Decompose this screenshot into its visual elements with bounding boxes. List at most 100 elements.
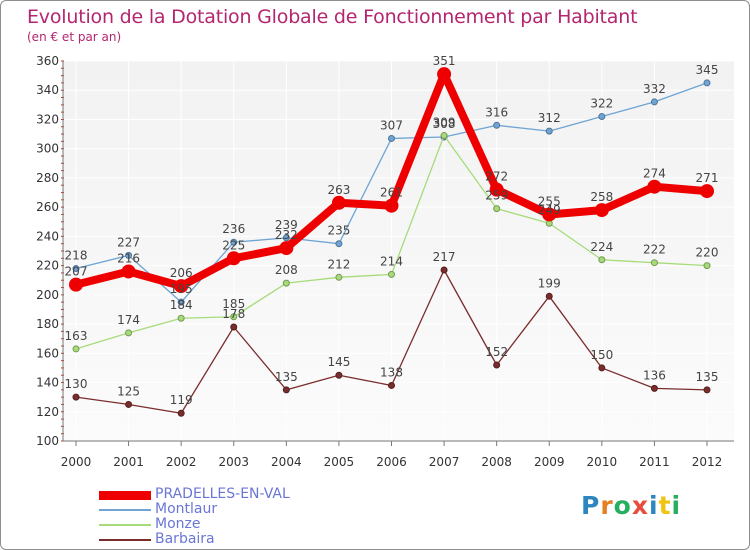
- data-point-barbaira: [493, 361, 501, 369]
- logo-letter: P: [581, 491, 601, 520]
- data-point-barbaira: [335, 371, 343, 379]
- data-point-montlaur: [177, 298, 185, 306]
- data-label-monze: 185: [222, 297, 245, 311]
- data-point-monze: [650, 259, 658, 267]
- data-label-montlaur: 218: [65, 249, 88, 263]
- data-point-monze: [125, 329, 133, 337]
- x-tick-label: 2006: [376, 455, 407, 469]
- data-point-barbaira: [388, 381, 395, 389]
- data-point-pradelles-en-val: [542, 207, 557, 222]
- data-point-montlaur: [335, 240, 343, 248]
- legend-label: Barbaira: [155, 531, 215, 547]
- y-tick-label: 280: [36, 171, 59, 185]
- data-point-pradelles-en-val: [279, 241, 294, 256]
- data-label-pradelles-en-val: 206: [170, 266, 193, 280]
- data-label-montlaur: 227: [117, 235, 140, 249]
- data-label-barbaira: 125: [117, 384, 140, 398]
- data-point-montlaur: [598, 113, 606, 121]
- data-label-monze: 184: [170, 298, 193, 312]
- y-tick-label: 320: [36, 112, 59, 126]
- y-tick-label: 180: [36, 317, 59, 331]
- data-label-barbaira: 145: [327, 355, 350, 369]
- x-tick-label: 2004: [271, 455, 302, 469]
- data-point-monze: [598, 256, 606, 264]
- legend-swatch: [99, 524, 151, 526]
- data-point-pradelles-en-val: [437, 67, 452, 82]
- y-tick-label: 160: [36, 346, 59, 360]
- data-label-montlaur: 312: [538, 111, 561, 125]
- logo-letter: r: [600, 491, 614, 520]
- data-point-monze: [177, 314, 185, 322]
- y-tick-label: 340: [36, 83, 59, 97]
- data-label-pradelles-en-val: 255: [538, 194, 561, 208]
- data-point-monze: [72, 345, 80, 353]
- x-tick-label: 2010: [587, 455, 618, 469]
- data-label-monze: 208: [275, 263, 298, 277]
- data-point-pradelles-en-val: [331, 195, 346, 210]
- data-label-montlaur: 345: [696, 63, 719, 77]
- data-point-montlaur: [493, 121, 501, 129]
- data-label-monze: 212: [327, 257, 350, 271]
- y-tick-label: 260: [36, 200, 59, 214]
- data-point-barbaira: [650, 384, 658, 392]
- data-point-pradelles-en-val: [700, 184, 714, 199]
- y-tick-label: 220: [36, 259, 59, 273]
- data-label-barbaira: 150: [590, 348, 613, 362]
- y-tick-label: 240: [36, 229, 59, 243]
- data-label-montlaur: 316: [485, 105, 508, 119]
- data-label-pradelles-en-val: 258: [590, 190, 613, 204]
- data-point-monze: [703, 262, 711, 270]
- legend-swatch: [99, 490, 151, 500]
- y-tick-label: 120: [36, 405, 59, 419]
- data-label-barbaira: 135: [275, 370, 298, 384]
- data-label-barbaira: 135: [696, 370, 719, 384]
- legend-swatch: [99, 539, 151, 541]
- data-point-pradelles-en-val: [489, 182, 504, 197]
- data-label-monze: 259: [485, 189, 508, 203]
- data-label-monze: 224: [590, 240, 613, 254]
- data-label-montlaur: 308: [433, 117, 456, 131]
- data-label-pradelles-en-val: 351: [433, 54, 456, 68]
- data-point-pradelles-en-val: [647, 179, 662, 194]
- data-label-pradelles-en-val: 207: [65, 265, 88, 279]
- data-label-pradelles-en-val: 272: [485, 170, 508, 184]
- x-tick-label: 2003: [218, 455, 249, 469]
- data-label-barbaira: 130: [65, 377, 88, 391]
- data-label-monze: 163: [65, 329, 88, 343]
- y-tick-label: 100: [36, 434, 59, 448]
- data-point-barbaira: [282, 386, 290, 394]
- x-tick-label: 2011: [639, 455, 670, 469]
- data-point-pradelles-en-val: [226, 251, 241, 266]
- data-point-montlaur: [72, 265, 80, 273]
- data-point-barbaira: [703, 386, 711, 394]
- data-point-monze: [335, 273, 343, 281]
- legend-swatch: [99, 509, 151, 511]
- x-tick-label: 2001: [113, 455, 144, 469]
- data-point-barbaira: [598, 364, 606, 372]
- data-label-barbaira: 136: [643, 368, 666, 382]
- data-label-barbaira: 217: [433, 250, 456, 264]
- plot-area: [63, 61, 734, 441]
- data-label-monze: 174: [117, 313, 140, 327]
- y-tick-label: 200: [36, 288, 59, 302]
- data-point-barbaira: [545, 292, 553, 300]
- x-tick-label: 2000: [61, 455, 92, 469]
- x-tick-label: 2012: [692, 455, 723, 469]
- data-point-monze: [388, 270, 395, 278]
- y-tick-label: 140: [36, 376, 59, 390]
- data-label-pradelles-en-val: 232: [275, 228, 298, 242]
- logo-letter: t: [658, 491, 672, 520]
- data-label-montlaur: 239: [275, 218, 298, 232]
- data-point-monze: [440, 132, 448, 140]
- data-label-pradelles-en-val: 261: [380, 186, 403, 200]
- data-point-pradelles-en-val: [121, 264, 136, 279]
- data-point-montlaur: [282, 234, 290, 242]
- x-tick-label: 2005: [324, 455, 355, 469]
- data-label-montlaur: 332: [643, 82, 666, 96]
- data-point-monze: [493, 205, 501, 213]
- logo-letter: i: [649, 491, 659, 520]
- data-label-montlaur: 236: [222, 222, 245, 236]
- legend-label: Monze: [155, 516, 201, 532]
- data-point-montlaur: [650, 98, 658, 106]
